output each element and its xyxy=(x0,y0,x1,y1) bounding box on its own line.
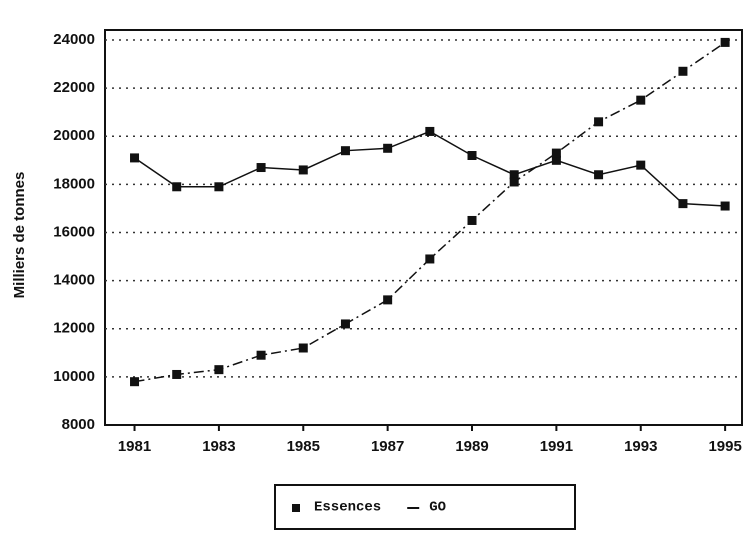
plot-frame xyxy=(104,29,743,426)
data-point xyxy=(172,369,182,379)
series-line xyxy=(134,41,726,383)
x-tick-label: 1983 xyxy=(202,438,235,455)
data-point xyxy=(214,365,224,375)
data-point xyxy=(720,37,730,47)
data-point xyxy=(509,170,519,180)
data-point xyxy=(551,148,561,158)
legend-label: GO xyxy=(429,500,446,516)
data-point xyxy=(214,182,224,192)
data-point xyxy=(172,182,182,192)
legend-label: Essences xyxy=(314,500,381,516)
y-tick-label: 24000 xyxy=(53,31,95,48)
data-point xyxy=(298,165,308,175)
data-point xyxy=(340,146,350,156)
data-point xyxy=(594,117,604,127)
x-tick-label: 1987 xyxy=(371,438,404,455)
y-axis-label: Milliers de tonnes xyxy=(11,172,28,299)
y-tick-label: 8000 xyxy=(62,416,95,433)
data-point xyxy=(383,295,393,305)
x-tick-label: 1989 xyxy=(455,438,488,455)
data-point xyxy=(298,343,308,353)
data-point xyxy=(636,95,646,105)
data-point xyxy=(678,66,688,76)
data-point xyxy=(720,201,730,211)
y-tick-label: 20000 xyxy=(53,127,95,144)
data-point xyxy=(130,377,140,387)
data-point xyxy=(551,155,561,165)
data-point xyxy=(425,126,435,136)
x-tick-label: 1985 xyxy=(287,438,320,455)
data-point xyxy=(509,177,519,187)
legend xyxy=(274,484,576,530)
x-tick-label: 1981 xyxy=(118,438,151,455)
y-tick-label: 22000 xyxy=(53,79,95,96)
data-point xyxy=(678,199,688,209)
data-point xyxy=(467,151,477,160)
data-point xyxy=(130,153,140,163)
data-point xyxy=(636,160,646,170)
data-point xyxy=(256,163,266,173)
legend-swatch xyxy=(292,504,300,512)
y-tick-label: 10000 xyxy=(53,368,95,385)
x-tick-label: 1993 xyxy=(624,438,657,455)
y-tick-label: 12000 xyxy=(53,320,95,337)
data-point xyxy=(340,319,350,329)
x-tick-label: 1991 xyxy=(540,438,573,455)
data-point xyxy=(256,350,266,360)
data-point xyxy=(383,143,393,153)
y-tick-label: 16000 xyxy=(53,223,95,240)
y-tick-label: 14000 xyxy=(53,272,95,289)
data-point xyxy=(594,170,604,180)
y-tick-label: 18000 xyxy=(53,175,95,192)
data-point xyxy=(425,254,435,264)
data-point xyxy=(467,215,477,225)
x-tick-label: 1995 xyxy=(708,438,741,455)
